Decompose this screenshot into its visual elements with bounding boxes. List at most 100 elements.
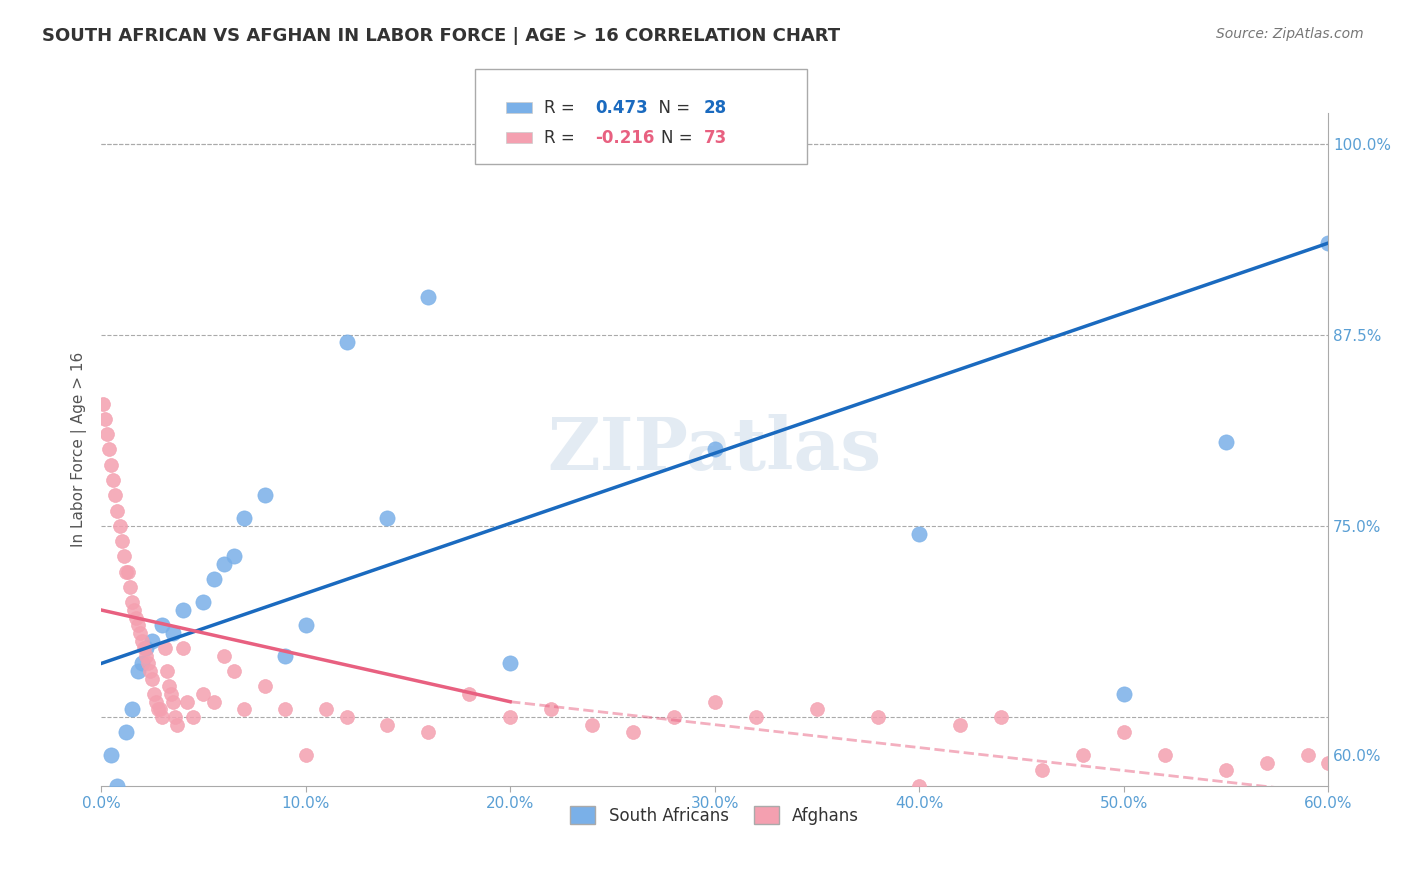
Point xyxy=(1153,748,1175,763)
Point xyxy=(121,702,143,716)
Point xyxy=(172,603,194,617)
Point xyxy=(540,702,562,716)
Point xyxy=(107,503,129,517)
Point xyxy=(176,695,198,709)
Point xyxy=(136,657,159,671)
Point xyxy=(253,680,276,694)
Point xyxy=(131,633,153,648)
Point xyxy=(233,511,256,525)
Point xyxy=(112,549,135,564)
Point xyxy=(1031,764,1053,778)
Point xyxy=(222,549,245,564)
Point xyxy=(155,664,177,678)
Point xyxy=(1256,756,1278,770)
Point xyxy=(122,603,145,617)
Point xyxy=(253,488,276,502)
FancyBboxPatch shape xyxy=(506,132,531,144)
Point xyxy=(377,717,399,731)
Point xyxy=(806,702,828,716)
Point xyxy=(1112,687,1135,701)
Point xyxy=(129,626,152,640)
Text: N =: N = xyxy=(661,129,697,147)
Point xyxy=(131,657,153,671)
Point xyxy=(107,779,129,793)
Point xyxy=(212,557,235,571)
Point xyxy=(703,695,725,709)
Point xyxy=(181,710,204,724)
Point xyxy=(193,595,215,609)
Point xyxy=(100,458,122,472)
Text: SOUTH AFRICAN VS AFGHAN IN LABOR FORCE | AGE > 16 CORRELATION CHART: SOUTH AFRICAN VS AFGHAN IN LABOR FORCE |… xyxy=(42,27,841,45)
Text: 28: 28 xyxy=(703,99,727,117)
Point xyxy=(222,664,245,678)
Point xyxy=(96,427,118,442)
Point xyxy=(949,717,972,731)
Point xyxy=(149,702,172,716)
Text: R =: R = xyxy=(544,99,581,117)
Point xyxy=(157,680,180,694)
Point xyxy=(908,526,931,541)
Point xyxy=(145,695,167,709)
Point xyxy=(121,595,143,609)
FancyBboxPatch shape xyxy=(506,102,531,113)
Point xyxy=(148,702,170,716)
Point xyxy=(662,710,685,724)
Point xyxy=(499,710,522,724)
Point xyxy=(172,641,194,656)
Point xyxy=(159,687,181,701)
Point xyxy=(98,442,121,457)
Point xyxy=(118,580,141,594)
Point xyxy=(143,687,166,701)
Text: -0.216: -0.216 xyxy=(596,129,655,147)
Point xyxy=(166,717,188,731)
Point xyxy=(163,710,186,724)
Point xyxy=(162,626,184,640)
Point xyxy=(1071,748,1094,763)
Point xyxy=(458,687,481,701)
Point xyxy=(1296,748,1319,763)
Legend: South Africans, Afghans: South Africans, Afghans xyxy=(564,800,866,831)
Point xyxy=(110,534,132,549)
Text: 0.473: 0.473 xyxy=(596,99,648,117)
Point xyxy=(141,633,163,648)
Point xyxy=(91,396,114,410)
Point xyxy=(193,687,215,701)
Point xyxy=(135,648,157,663)
Point xyxy=(114,725,136,739)
Point xyxy=(294,618,316,632)
Point xyxy=(104,488,127,502)
Point xyxy=(703,442,725,457)
Point xyxy=(274,648,297,663)
Point xyxy=(744,710,766,724)
Point xyxy=(315,702,337,716)
Point xyxy=(274,702,297,716)
Point xyxy=(152,710,174,724)
Point xyxy=(108,519,131,533)
Point xyxy=(335,335,357,350)
Point xyxy=(152,618,174,632)
Point xyxy=(233,702,256,716)
Text: R =: R = xyxy=(544,129,581,147)
FancyBboxPatch shape xyxy=(475,70,807,163)
Point xyxy=(141,672,163,686)
Point xyxy=(1112,725,1135,739)
Point xyxy=(1317,236,1340,251)
Point xyxy=(202,573,225,587)
Text: N =: N = xyxy=(648,99,696,117)
Point xyxy=(139,664,162,678)
Point xyxy=(125,610,148,624)
Point xyxy=(418,290,440,304)
Point xyxy=(581,717,603,731)
Point xyxy=(868,710,890,724)
Point xyxy=(135,641,157,656)
Point xyxy=(117,565,139,579)
Point xyxy=(294,748,316,763)
Point xyxy=(1215,764,1237,778)
Text: ZIPatlas: ZIPatlas xyxy=(547,414,882,485)
Point xyxy=(202,695,225,709)
Point xyxy=(162,695,184,709)
Point xyxy=(990,710,1012,724)
Point xyxy=(908,779,931,793)
Point xyxy=(1317,756,1340,770)
Point xyxy=(103,473,125,487)
